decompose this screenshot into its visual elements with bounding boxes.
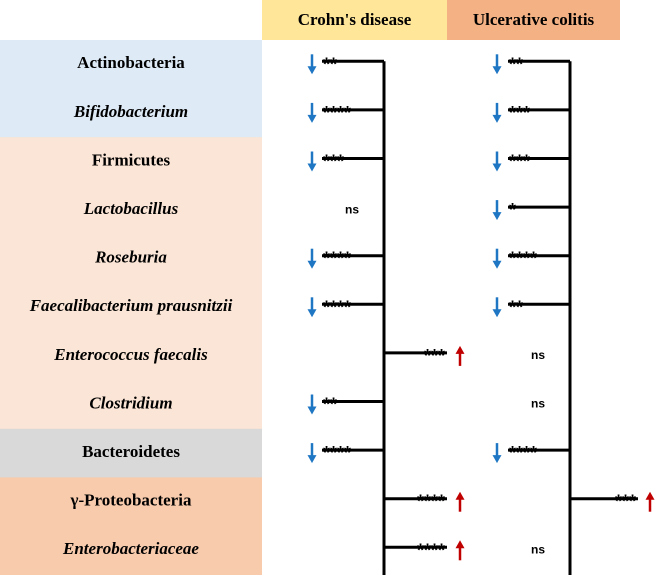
significance: **** bbox=[417, 540, 445, 560]
row-label: Enterococcus faecalis bbox=[53, 345, 208, 364]
arrow-head bbox=[645, 491, 655, 500]
significance: ** bbox=[323, 54, 337, 74]
row-background bbox=[0, 380, 262, 430]
row-label: Firmicutes bbox=[92, 150, 171, 169]
significance: * bbox=[509, 200, 516, 220]
not-significant: ns bbox=[531, 348, 545, 362]
not-significant: ns bbox=[345, 202, 359, 216]
arrow-head bbox=[492, 309, 502, 318]
row-label: Enterobacteriaceae bbox=[62, 539, 199, 558]
header-label: Ulcerative colitis bbox=[473, 10, 595, 29]
arrow-head bbox=[492, 66, 502, 75]
row-label: γ-Proteobacteria bbox=[70, 491, 192, 510]
row-label: Bacteroidetes bbox=[82, 442, 180, 461]
row-label: Clostridium bbox=[89, 393, 172, 412]
arrow-head bbox=[307, 163, 317, 172]
not-significant: ns bbox=[531, 542, 545, 556]
row-background bbox=[0, 137, 262, 187]
row-label: Actinobacteria bbox=[77, 53, 185, 72]
row-label: Faecalibacterium prausnitzii bbox=[29, 296, 233, 315]
row-background bbox=[0, 88, 262, 138]
not-significant: ns bbox=[531, 397, 545, 411]
significance: *** bbox=[424, 346, 445, 366]
significance: ** bbox=[509, 297, 523, 317]
significance: ** bbox=[323, 395, 337, 415]
arrow-head bbox=[307, 260, 317, 269]
significance: ** bbox=[509, 54, 523, 74]
header-label: Crohn's disease bbox=[298, 10, 412, 29]
arrow-head bbox=[307, 114, 317, 123]
arrow-head bbox=[492, 114, 502, 123]
arrow-head bbox=[455, 491, 465, 500]
row-background bbox=[0, 477, 262, 527]
significance: *** bbox=[615, 492, 636, 512]
arrow-head bbox=[455, 540, 465, 549]
row-label: Bifidobacterium bbox=[73, 102, 188, 121]
significance: *** bbox=[323, 152, 344, 172]
significance: *** bbox=[509, 103, 530, 123]
row-background bbox=[0, 283, 262, 333]
arrow-head bbox=[492, 260, 502, 269]
row-background bbox=[0, 234, 262, 284]
arrow-head bbox=[492, 163, 502, 172]
row-background bbox=[0, 185, 262, 235]
arrow-head bbox=[455, 345, 465, 354]
arrow-head bbox=[307, 406, 317, 415]
significance: **** bbox=[509, 249, 537, 269]
significance: **** bbox=[323, 249, 351, 269]
significance: **** bbox=[323, 103, 351, 123]
significance: *** bbox=[509, 152, 530, 172]
significance: **** bbox=[417, 492, 445, 512]
row-label: Lactobacillus bbox=[83, 199, 179, 218]
header-cell bbox=[262, 0, 447, 40]
header-cell bbox=[447, 0, 620, 40]
row-background bbox=[0, 526, 262, 575]
significance: **** bbox=[323, 443, 351, 463]
arrow-head bbox=[492, 455, 502, 464]
row-background bbox=[0, 428, 262, 478]
arrow-head bbox=[492, 212, 502, 221]
row-label: Roseburia bbox=[94, 248, 167, 267]
arrow-head bbox=[307, 66, 317, 75]
significance: **** bbox=[509, 443, 537, 463]
row-background bbox=[0, 40, 262, 90]
row-background bbox=[0, 331, 262, 381]
arrow-head bbox=[307, 455, 317, 464]
arrow-head bbox=[307, 309, 317, 318]
significance: **** bbox=[323, 297, 351, 317]
